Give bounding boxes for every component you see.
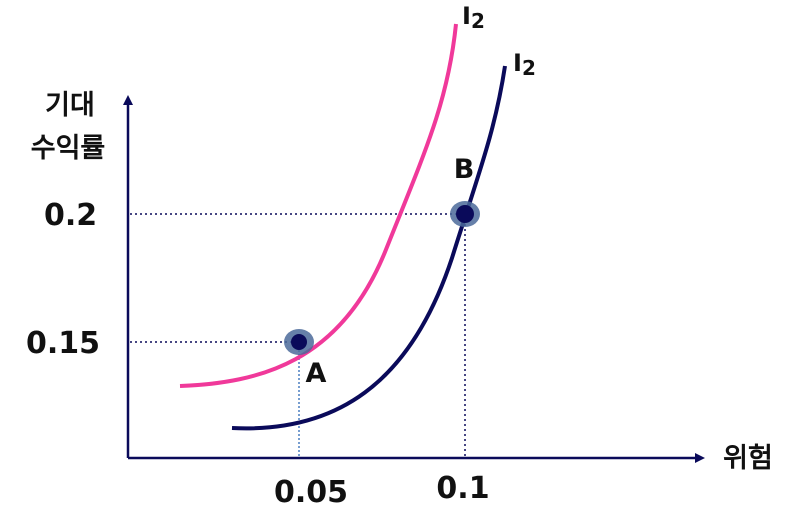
curve-label-pink: I2 <box>462 2 485 33</box>
point-a-label: A <box>306 358 327 389</box>
curve-label-navy-subscript: 2 <box>522 56 536 80</box>
x-tick-label-0-1: 0.1 <box>436 471 489 506</box>
curve-label-navy: I2 <box>513 49 536 80</box>
indifference-curve-navy <box>231 65 507 431</box>
y-axis-title-line2: 수익률 <box>31 133 106 164</box>
y-tick-label-0-15: 0.15 <box>26 326 100 361</box>
y-tick-label-0-2: 0.2 <box>44 198 97 233</box>
x-tick-label-0-05: 0.05 <box>274 475 348 510</box>
curve-label-pink-subscript: 2 <box>471 9 485 33</box>
x-axis-title: 위험 <box>723 443 773 474</box>
curve-label-navy-main: I <box>513 49 522 77</box>
indifference-curve-pink <box>179 23 458 388</box>
point-a-marker <box>284 329 314 355</box>
point-b-label: B <box>454 154 475 185</box>
point-b-marker <box>450 201 480 227</box>
y-axis-title-line1: 기대 <box>45 90 95 121</box>
curve-label-pink-main: I <box>462 2 471 30</box>
